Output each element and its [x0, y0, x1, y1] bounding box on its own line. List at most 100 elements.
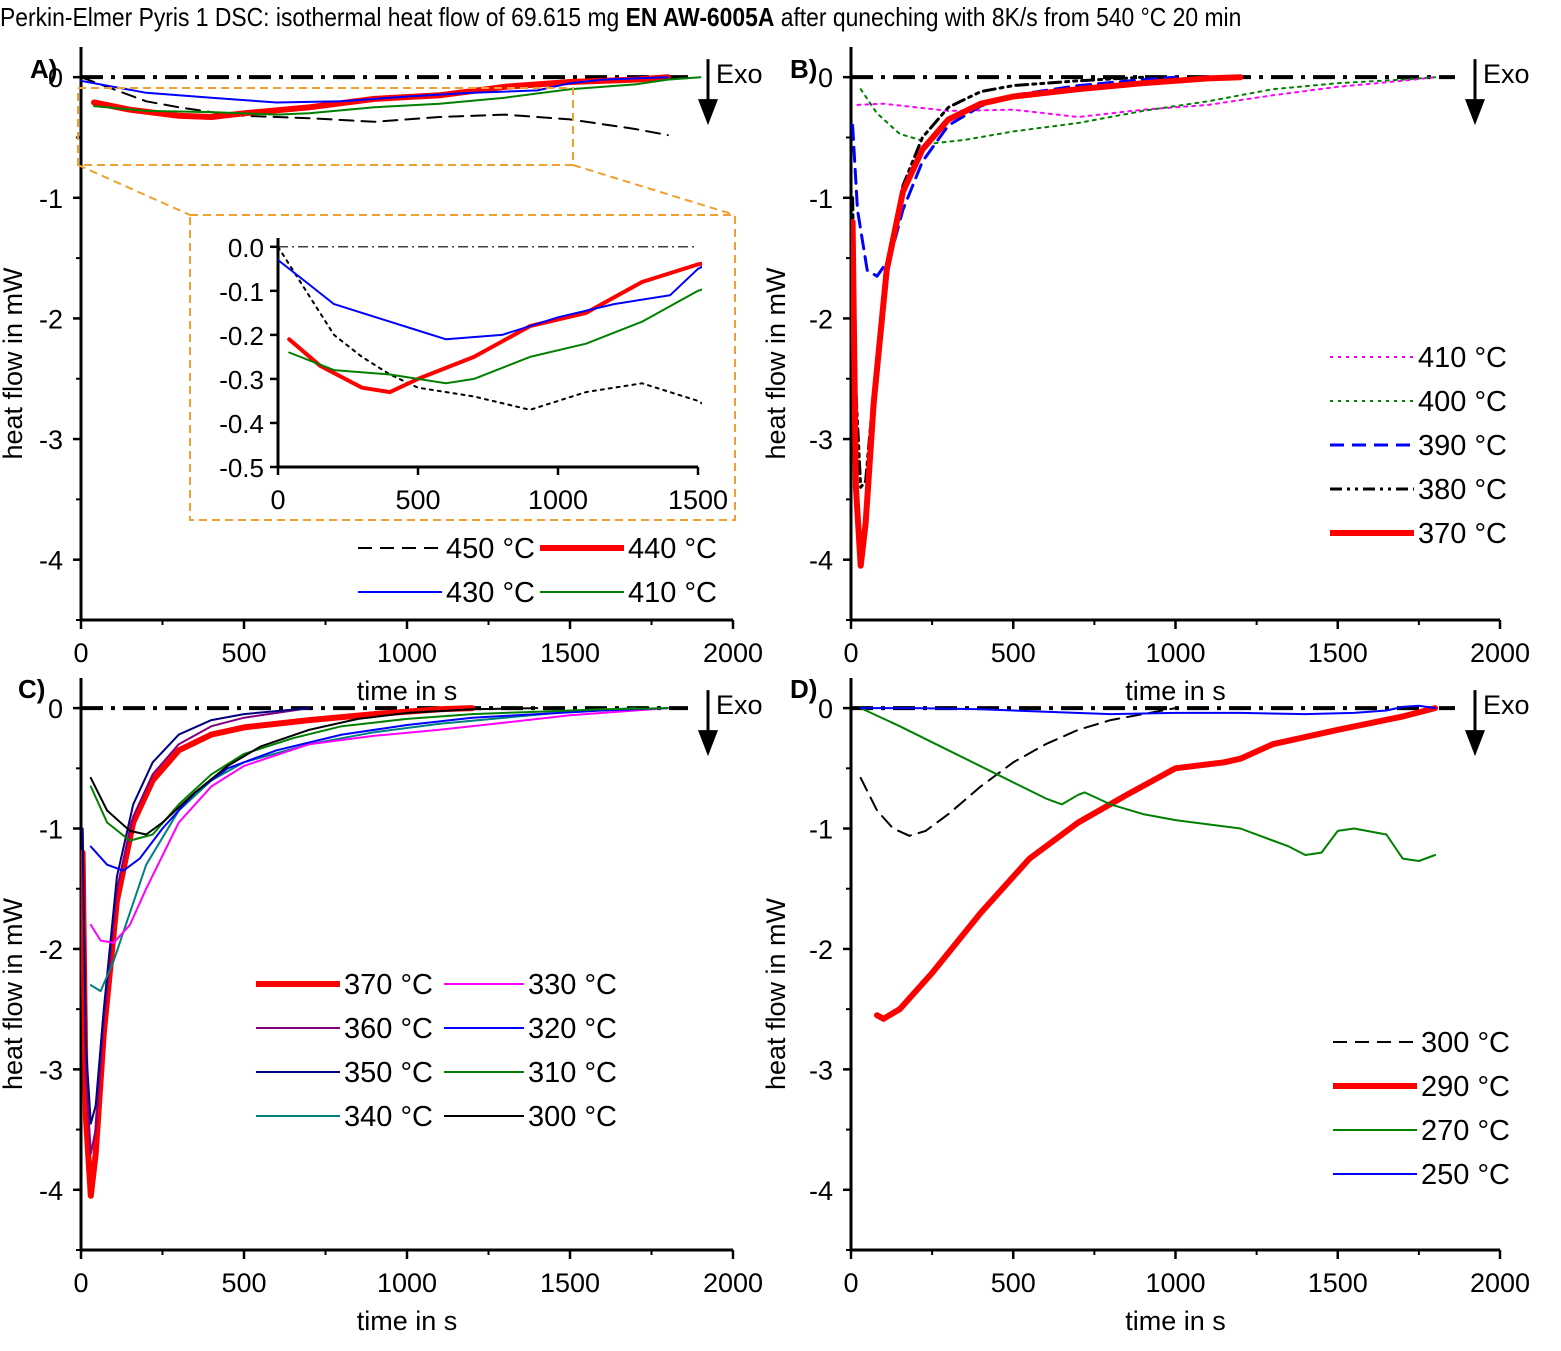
legend-label: 320 °C [528, 1013, 617, 1045]
title-prefix: Perkin-Elmer Pyris 1 DSC: isothermal hea… [0, 2, 626, 32]
legend-label: 330 °C [528, 969, 617, 1001]
legend-label: 390 °C [1418, 430, 1507, 462]
legend-label: 440 °C [628, 533, 717, 565]
y-tick-label: 0 [48, 63, 63, 93]
legend-label: 410 °C [628, 577, 717, 609]
figure-title: Perkin-Elmer Pyris 1 DSC: isothermal hea… [0, 2, 1374, 33]
x-tick-label: 2000 [703, 1268, 763, 1298]
y-tick-label: -3 [809, 1055, 833, 1085]
x-tick-label: 1000 [1145, 1268, 1205, 1298]
x-tick-label: 1000 [377, 638, 437, 668]
series-line-300C [89, 707, 539, 836]
y-tick-label: -2 [809, 304, 833, 334]
x-tick-label: 500 [221, 1268, 266, 1298]
x-axis-label: time in s [1125, 1306, 1226, 1336]
series-line-320C [89, 707, 669, 872]
legend-label: 370 °C [1418, 518, 1507, 550]
y-tick-label: 0 [48, 694, 63, 724]
inset-x-tick-label: 0 [270, 485, 285, 515]
title-suffix: after quneching with 8K/s from 540 °C 20… [774, 2, 1242, 32]
legend-label: 290 °C [1421, 1071, 1510, 1103]
inset-x-tick-label: 1500 [668, 485, 728, 515]
exo-label: Exo [1483, 690, 1530, 720]
x-tick-label: 0 [843, 638, 858, 668]
legend: 370 °C 360 °C 350 °C 340 °C 330 °C 320 °C 310 … [256, 969, 617, 1133]
legend-label: 370 °C [344, 969, 433, 1001]
series-line-290C [874, 705, 1439, 1022]
series-line-410C [288, 288, 702, 385]
series-line-380C [851, 75, 1145, 489]
inset-y-tick-label: -0.3 [219, 365, 264, 395]
series-line-450C [278, 245, 702, 411]
legend-label: 430 °C [446, 577, 535, 609]
legend-label: 310 °C [528, 1057, 617, 1089]
series-line-450C [81, 76, 669, 137]
legend-label: 350 °C [344, 1057, 433, 1089]
x-tick-label: 500 [991, 1268, 1036, 1298]
legend-label: 300 °C [528, 1101, 617, 1133]
series-line-410C [856, 76, 1437, 118]
x-tick-label: 2000 [1470, 1268, 1530, 1298]
panel-d: 0 500 1000 1500 2000 0 -1 -2 -3 -4 time in s heat f… [761, 674, 1530, 1336]
inset-x-tick-label: 1000 [528, 485, 588, 515]
y-tick-label: -3 [809, 425, 833, 455]
x-tick-label: 1500 [540, 638, 600, 668]
title-alloy: EN AW-6005A [625, 2, 775, 32]
y-tick-label: -4 [809, 546, 833, 576]
y-tick-label: -2 [39, 304, 63, 334]
x-tick-label: 1000 [377, 1268, 437, 1298]
y-tick-label: -4 [809, 1176, 833, 1206]
legend-label: 270 °C [1421, 1115, 1510, 1147]
series-line-430C [81, 76, 669, 104]
inset-y-tick-label: -0.1 [219, 277, 264, 307]
legend-label: 380 °C [1418, 474, 1507, 506]
series-line-410C [93, 76, 702, 116]
series-line-300C [859, 707, 1177, 837]
series-line-350C [81, 707, 311, 1125]
legend-label: 410 °C [1418, 342, 1507, 374]
series-line-270C [859, 707, 1437, 862]
zoom-box [77, 87, 574, 166]
legend-label: 400 °C [1418, 386, 1507, 418]
y-tick-label: -2 [809, 935, 833, 965]
legend-label: 360 °C [344, 1013, 433, 1045]
legend: 450 °C 440 °C 430 °C 410 °C [358, 533, 717, 609]
x-tick-label: 0 [73, 1268, 88, 1298]
exo-arrow-head [1465, 99, 1485, 126]
y-axis-label: heat flow in mW [761, 267, 791, 460]
exo-label: Exo [716, 59, 763, 89]
inset-y-tick-label: 0.0 [228, 233, 264, 263]
series-line-440C [287, 261, 702, 395]
inset-y-tick-label: -0.2 [219, 321, 264, 351]
panel-label: B) [790, 54, 817, 84]
x-axis-label: time in s [1125, 676, 1226, 706]
inset-y-tick-label: -0.5 [219, 453, 264, 483]
x-tick-label: 1000 [1145, 638, 1205, 668]
y-tick-label: -4 [39, 546, 63, 576]
y-tick-label: -4 [39, 1176, 63, 1206]
inset-chart: 0 500 1000 1500 0.0 -0.1 -0.2 -0.3 -0.4 -0.5 [219, 233, 728, 515]
exo-arrow-head [1465, 730, 1485, 757]
y-tick-label: -1 [39, 184, 63, 214]
panel-b: 0 500 1000 1500 2000 0 -1 -2 -3 -4 time in s heat f… [761, 47, 1530, 706]
exo-label: Exo [1483, 59, 1530, 89]
series-line-250C [859, 704, 1437, 716]
legend-label: 450 °C [446, 533, 535, 565]
zoom-connector-left [77, 164, 191, 216]
x-tick-label: 2000 [1470, 638, 1530, 668]
legend-label: 300 °C [1421, 1027, 1510, 1059]
legend-label: 250 °C [1421, 1159, 1510, 1191]
y-axis-label: heat flow in mW [761, 897, 791, 1090]
y-axis-label: heat flow in mW [0, 267, 28, 460]
series-line-370C [81, 705, 476, 1199]
y-tick-label: -2 [39, 935, 63, 965]
inset-frame [189, 214, 736, 521]
y-tick-label: 0 [818, 63, 833, 93]
x-tick-label: 0 [73, 638, 88, 668]
series-line-310C [89, 707, 669, 842]
panel-a: 0 500 1000 1500 2000 0 -1 -2 -3 -4 time in s heat f… [0, 47, 763, 706]
inset-y-tick-label: -0.4 [219, 409, 264, 439]
exo-arrow-head [698, 730, 718, 757]
panel-label: C) [18, 674, 45, 704]
